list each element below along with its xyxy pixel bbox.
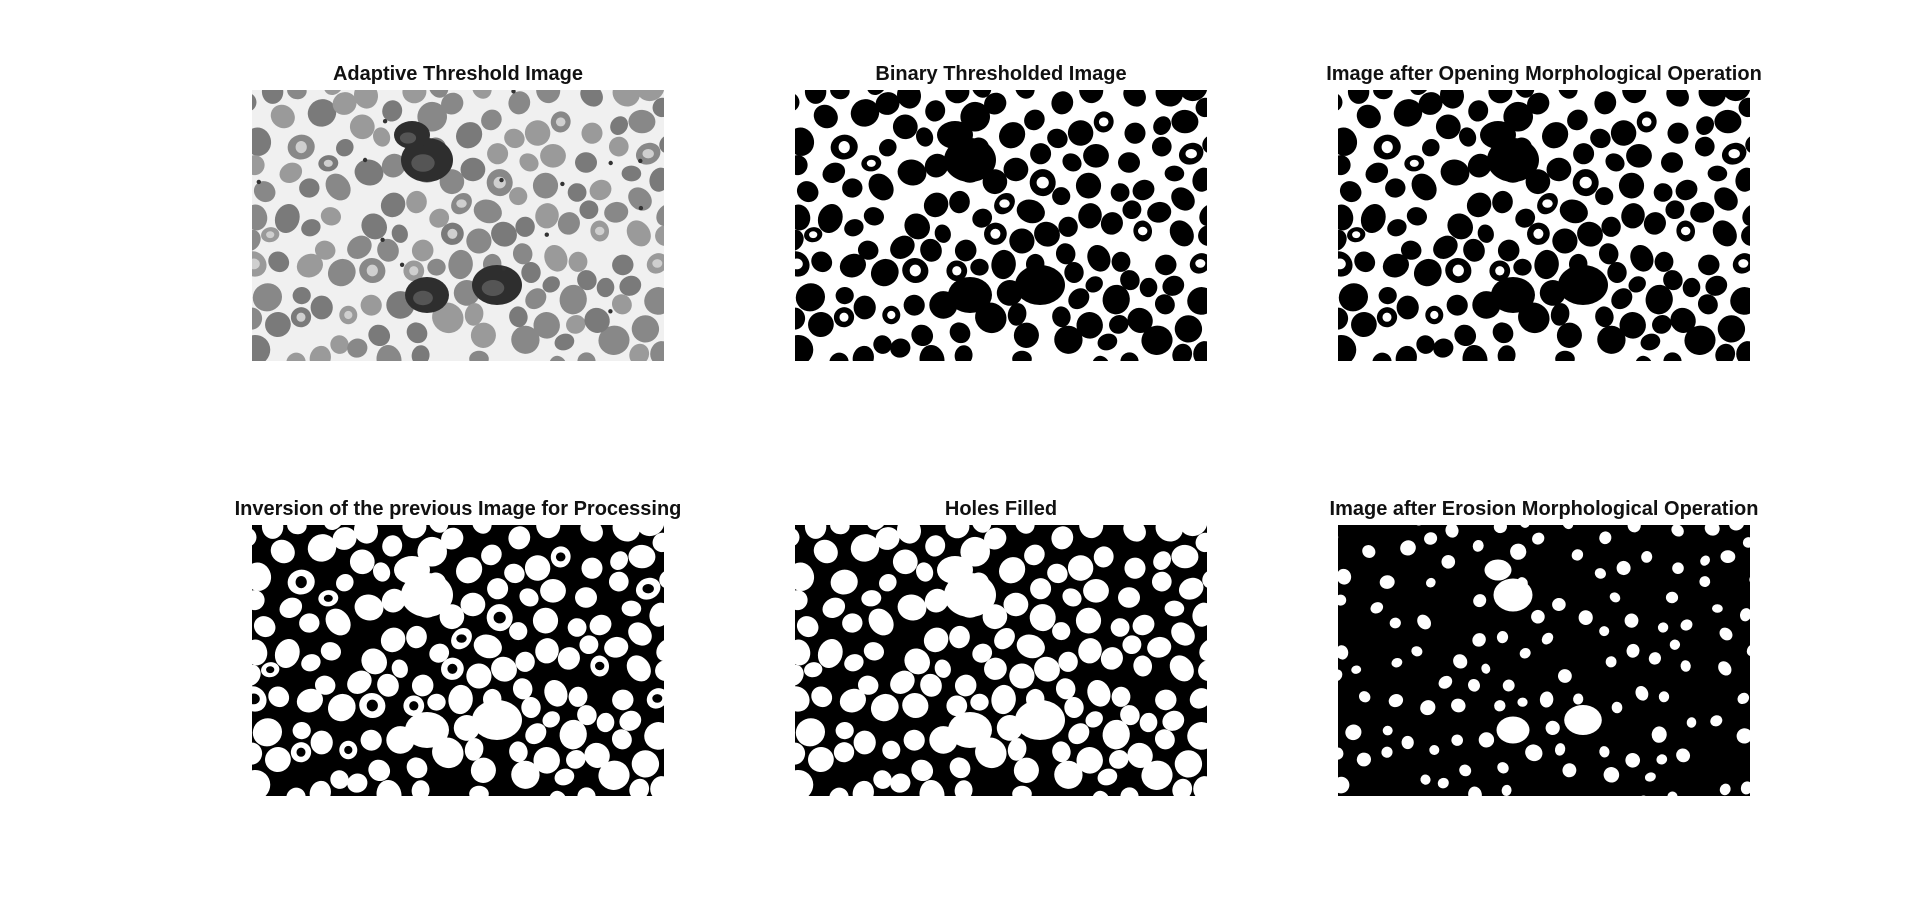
binary-threshold-image [795,90,1207,361]
holes-filled-image [795,525,1207,796]
panel-title: Adaptive Threshold Image [332,63,584,85]
panel-title: Holes Filled [944,498,1058,520]
opening-operation-image [1338,90,1750,361]
panel-title: Image after Opening Morphological Operat… [1326,63,1762,85]
panel-title: Inversion of the previous Image for Proc… [234,498,682,520]
panel-title: Image after Erosion Morphological Operat… [1329,498,1759,520]
panel-title: Binary Thresholded Image [875,63,1127,85]
inversion-image [252,525,664,796]
adaptive-threshold-image [252,90,664,361]
erosion-operation-image [1338,525,1750,796]
